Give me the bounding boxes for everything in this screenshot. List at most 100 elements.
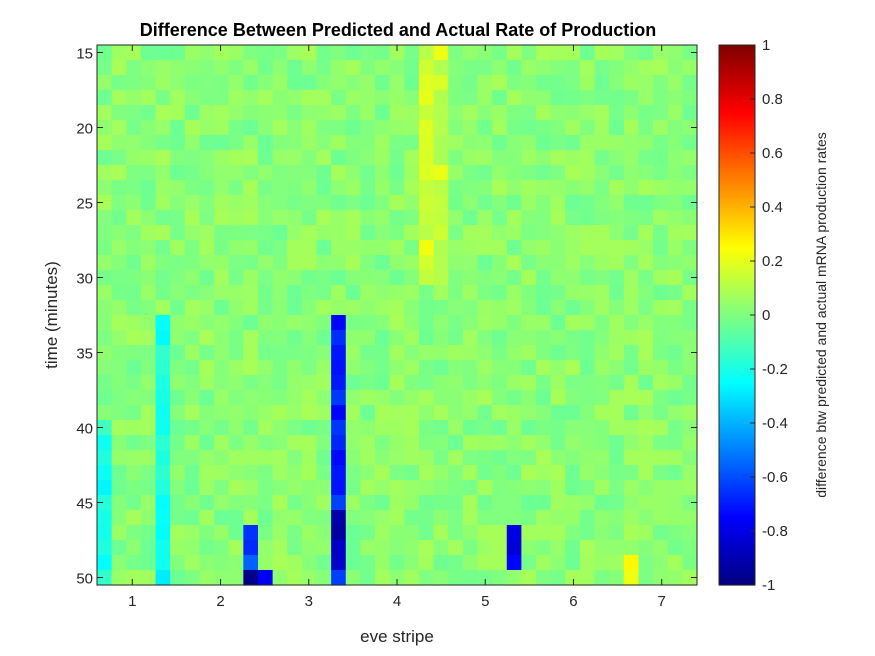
heatmap-cell xyxy=(199,510,215,526)
heatmap-cell xyxy=(506,90,522,106)
heatmap-cell xyxy=(448,240,464,256)
heatmap-cell xyxy=(477,135,493,151)
heatmap-cell xyxy=(521,225,537,241)
heatmap-cell xyxy=(199,465,215,481)
heatmap-cell xyxy=(594,165,610,181)
heatmap-cell xyxy=(375,375,391,391)
heatmap-cell xyxy=(345,465,362,481)
heatmap-cell xyxy=(243,90,259,106)
heatmap-cell xyxy=(667,345,683,361)
heatmap-cell xyxy=(462,120,479,136)
heatmap-cell xyxy=(550,450,566,466)
colorbar-swatch xyxy=(719,253,755,257)
heatmap-cell xyxy=(536,435,552,451)
heatmap-cell xyxy=(360,255,376,271)
heatmap-cell xyxy=(287,225,303,241)
heatmap-cell xyxy=(448,225,464,241)
colorbar-swatch xyxy=(719,63,755,67)
heatmap-cell xyxy=(594,420,610,436)
heatmap-cell xyxy=(594,60,610,76)
heatmap-cell xyxy=(301,120,318,136)
heatmap-cell xyxy=(228,105,244,121)
heatmap-cell xyxy=(97,375,113,391)
heatmap-cell xyxy=(184,150,201,166)
heatmap-cell xyxy=(228,435,244,451)
heatmap-cell xyxy=(623,510,640,526)
heatmap-cell xyxy=(579,90,596,106)
colorbar-swatch xyxy=(719,386,755,390)
heatmap-cell xyxy=(594,75,610,91)
heatmap-cell xyxy=(301,360,318,376)
heatmap-cell xyxy=(126,555,142,571)
colorbar-swatch xyxy=(719,462,755,466)
heatmap-cell xyxy=(301,240,318,256)
heatmap-cell xyxy=(316,300,332,316)
heatmap-cell xyxy=(433,435,449,451)
heatmap-cell xyxy=(536,390,552,406)
heatmap-cell xyxy=(214,90,230,106)
colorbar-tick-label: 0 xyxy=(762,307,770,324)
colorbar-swatch xyxy=(719,120,755,124)
heatmap-cell xyxy=(682,180,698,196)
heatmap-cell xyxy=(579,75,596,91)
heatmap-cell xyxy=(345,525,362,541)
heatmap-cell xyxy=(462,405,479,421)
colorbar-swatch xyxy=(719,291,755,295)
heatmap-cell xyxy=(462,60,479,76)
heatmap-cell xyxy=(287,135,303,151)
heatmap-cell xyxy=(653,225,669,241)
heatmap-cell xyxy=(184,420,201,436)
heatmap-cell xyxy=(243,420,259,436)
colorbar-swatch xyxy=(719,91,755,95)
heatmap-cell xyxy=(506,60,522,76)
colorbar-swatch xyxy=(719,433,755,436)
heatmap-cell xyxy=(111,570,127,586)
colorbar-swatch xyxy=(719,78,755,82)
heatmap-cell xyxy=(579,555,596,571)
heatmap-cell xyxy=(97,570,113,586)
heatmap-cell xyxy=(492,465,508,481)
heatmap-cell xyxy=(389,210,405,226)
heatmap-cell xyxy=(316,165,332,181)
heatmap-cell xyxy=(609,45,625,61)
heatmap-cell xyxy=(579,150,596,166)
heatmap-cell xyxy=(448,390,464,406)
colorbar-swatch xyxy=(719,61,755,65)
heatmap-cell xyxy=(404,210,420,226)
heatmap-cell xyxy=(462,495,479,511)
heatmap-cell xyxy=(594,525,610,541)
colorbar-swatch xyxy=(719,215,755,219)
heatmap-cell xyxy=(404,540,420,556)
heatmap-cell xyxy=(331,105,347,121)
heatmap-cell xyxy=(506,375,522,391)
heatmap-cell xyxy=(404,180,420,196)
heatmap-cell xyxy=(97,180,113,196)
heatmap-cell xyxy=(375,525,391,541)
heatmap-cell xyxy=(170,150,186,166)
colorbar-swatch xyxy=(719,85,755,88)
heatmap-cell xyxy=(155,375,171,391)
heatmap-cell xyxy=(272,435,288,451)
heatmap-cell xyxy=(579,135,596,151)
heatmap-cell xyxy=(492,120,508,136)
heatmap-cell xyxy=(579,165,596,181)
heatmap-cell xyxy=(331,180,347,196)
heatmap-cell xyxy=(521,210,537,226)
heatmap-cell xyxy=(257,330,274,346)
heatmap-cell xyxy=(257,105,274,121)
heatmap-cell xyxy=(521,75,537,91)
heatmap-cell xyxy=(594,345,610,361)
heatmap-cell xyxy=(477,540,493,556)
colorbar-swatch xyxy=(719,281,755,284)
heatmap-cell xyxy=(243,135,259,151)
colorbar-swatch xyxy=(719,477,755,481)
heatmap-cell xyxy=(111,525,127,541)
heatmap-cell xyxy=(126,450,142,466)
colorbar-swatch xyxy=(719,344,755,348)
heatmap-cell xyxy=(418,465,435,481)
y-axis-label: time (minutes) xyxy=(42,261,61,369)
colorbar-swatch xyxy=(719,272,755,276)
colorbar-swatch xyxy=(719,405,755,409)
heatmap-cell xyxy=(609,285,625,301)
heatmap-cell xyxy=(609,540,625,556)
